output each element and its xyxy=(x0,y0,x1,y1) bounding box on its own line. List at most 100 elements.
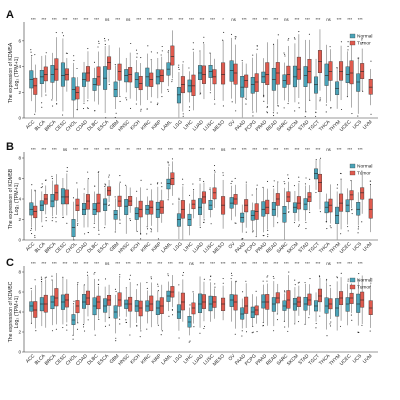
outlier-point xyxy=(283,320,285,322)
box-tumor xyxy=(233,280,238,335)
significance-label: *** xyxy=(126,261,131,266)
category-label: KICH xyxy=(129,119,142,132)
category-label: MESO xyxy=(212,353,226,367)
outlier-point xyxy=(108,174,110,176)
outlier-point xyxy=(325,104,327,106)
outlier-point xyxy=(315,115,317,117)
outlier-point xyxy=(44,277,46,279)
outlier-point xyxy=(98,279,100,281)
outlier-point xyxy=(325,280,328,282)
outlier-point xyxy=(276,319,279,321)
outlier-point xyxy=(351,113,353,115)
outlier-point xyxy=(209,187,211,189)
box-tumor xyxy=(360,37,365,92)
significance-label: *** xyxy=(316,261,321,266)
outlier-point xyxy=(241,59,243,62)
outlier-point xyxy=(129,278,131,280)
category-label: COAD xyxy=(75,241,89,255)
outlier-point xyxy=(210,275,212,277)
outlier-point xyxy=(167,90,169,92)
outlier-point xyxy=(157,182,159,184)
box-tumor xyxy=(138,179,143,240)
outlier-point xyxy=(234,177,236,180)
box-normal xyxy=(303,39,308,118)
outlier-point xyxy=(114,64,116,66)
outlier-point xyxy=(267,229,269,231)
box-tumor xyxy=(180,178,185,240)
outlier-point xyxy=(329,285,331,287)
outlier-point xyxy=(357,115,359,117)
outlier-point xyxy=(178,337,180,339)
y-tick-label: 8 xyxy=(18,156,21,161)
outlier-point xyxy=(51,279,53,281)
box-tumor xyxy=(368,277,373,332)
category-label: KIRC xyxy=(140,241,153,254)
outlier-point xyxy=(297,321,300,323)
significance-label: *** xyxy=(94,147,99,152)
box xyxy=(166,178,171,190)
outlier-point xyxy=(136,56,138,58)
box xyxy=(229,60,234,82)
outlier-point xyxy=(266,105,268,107)
y-axis-label-unit: Log₂ (TPM+1) xyxy=(14,183,20,216)
significance-label: *** xyxy=(41,17,46,22)
box-tumor xyxy=(360,275,365,326)
category-label: KICH xyxy=(129,353,142,366)
outlier-point xyxy=(318,275,320,277)
outlier-point xyxy=(305,111,307,113)
significance-label: ns xyxy=(105,261,109,266)
box xyxy=(71,314,76,325)
box xyxy=(198,198,203,215)
outlier-point xyxy=(277,34,279,36)
outlier-point xyxy=(119,323,121,325)
outlier-point xyxy=(178,284,180,286)
outlier-point xyxy=(167,161,169,163)
box-normal xyxy=(229,33,234,103)
box xyxy=(191,74,196,96)
box xyxy=(349,190,354,201)
significance-label: *** xyxy=(115,17,120,22)
significance-label: ns xyxy=(326,261,330,266)
y-tick-label: 6 xyxy=(18,38,21,43)
box xyxy=(43,66,48,82)
panel-label: B xyxy=(6,141,14,153)
outlier-point xyxy=(104,227,106,229)
significance-label: *** xyxy=(337,261,342,266)
box-tumor xyxy=(54,174,59,223)
outlier-point xyxy=(125,287,127,289)
outlier-point xyxy=(61,32,63,34)
outlier-point xyxy=(72,338,74,340)
box-tumor xyxy=(328,184,333,229)
box xyxy=(107,56,112,70)
outlier-point xyxy=(30,51,32,53)
box-normal xyxy=(60,276,65,329)
outlier-point xyxy=(34,279,36,281)
box xyxy=(33,205,38,219)
box xyxy=(368,300,373,315)
significance-label: *** xyxy=(41,147,46,152)
outlier-point xyxy=(234,222,236,224)
significance-label: ns xyxy=(326,17,330,22)
outlier-point xyxy=(347,280,349,282)
outlier-point xyxy=(245,280,247,282)
box-normal xyxy=(113,288,118,342)
significance-label: *** xyxy=(200,147,205,152)
outlier-point xyxy=(150,276,152,278)
outlier-point xyxy=(40,276,42,278)
box-tumor xyxy=(170,30,175,83)
box xyxy=(261,294,266,309)
outlier-point xyxy=(168,315,170,317)
box xyxy=(29,301,34,312)
outlier-point xyxy=(41,106,43,108)
outlier-point xyxy=(284,55,286,57)
outlier-point xyxy=(119,100,121,103)
category-label: UVM xyxy=(362,353,374,365)
outlier-point xyxy=(203,327,205,330)
box-tumor xyxy=(128,274,133,336)
outlier-point xyxy=(94,272,96,274)
y-tick-label: 4 xyxy=(18,197,21,202)
outlier-point xyxy=(266,106,268,109)
outlier-point xyxy=(104,278,107,280)
box-tumor xyxy=(275,283,280,321)
outlier-point xyxy=(119,175,121,177)
